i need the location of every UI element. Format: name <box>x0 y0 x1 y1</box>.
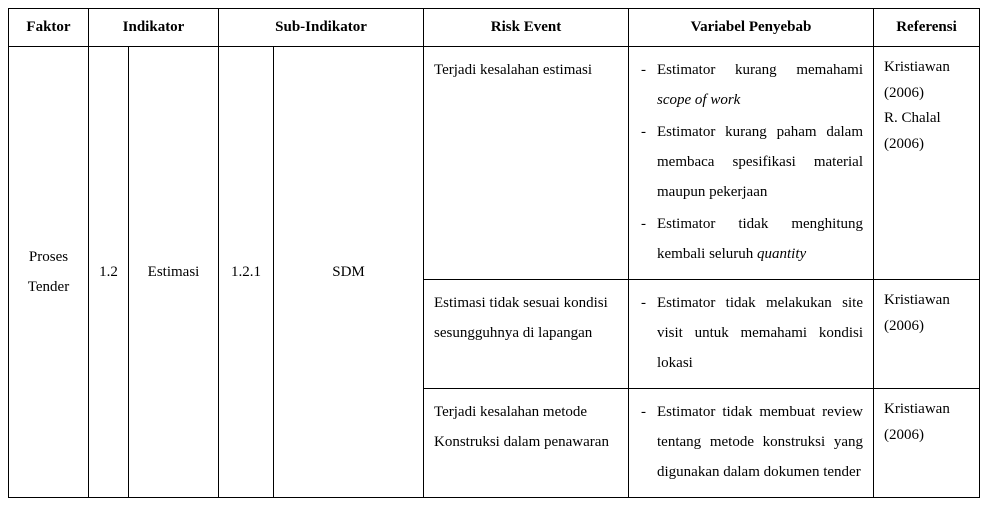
th-variabel: Variabel Penyebab <box>629 9 874 47</box>
header-row: Faktor Indikator Sub-Indikator Risk Even… <box>9 9 980 47</box>
table-row: Proses Tender 1.2 Estimasi 1.2.1 SDM Ter… <box>9 47 980 280</box>
cell-sub-code: 1.2.1 <box>219 47 274 498</box>
cause-item: Estimator tidak membuat review tentang m… <box>639 397 863 487</box>
cell-ref: Kristiawan (2006) <box>874 389 980 498</box>
th-indikator: Indikator <box>89 9 219 47</box>
cell-faktor: Proses Tender <box>9 47 89 498</box>
cell-event: Terjadi kesalahan metode Konstruksi dala… <box>424 389 629 498</box>
cause-list: Estimator kurang memahami scope of workE… <box>639 55 863 269</box>
th-sub-indikator: Sub-Indikator <box>219 9 424 47</box>
cause-list: Estimator tidak membuat review tentang m… <box>639 397 863 487</box>
cause-item: Estimator kurang paham dalam membaca spe… <box>639 117 863 207</box>
cell-event: Terjadi kesalahan estimasi <box>424 47 629 280</box>
th-referensi: Referensi <box>874 9 980 47</box>
cell-event: Estimasi tidak sesuai kondisi sesungguhn… <box>424 280 629 389</box>
cell-ind-name: Estimasi <box>129 47 219 498</box>
risk-table: Faktor Indikator Sub-Indikator Risk Even… <box>8 8 980 498</box>
cause-item: Estimator tidak menghitung kembali selur… <box>639 209 863 269</box>
cell-ref: Kristiawan (2006) <box>874 280 980 389</box>
cause-item: Estimator kurang memahami scope of work <box>639 55 863 115</box>
th-risk-event: Risk Event <box>424 9 629 47</box>
cell-sub-name: SDM <box>274 47 424 498</box>
th-faktor: Faktor <box>9 9 89 47</box>
cell-cause: Estimator tidak melakukan site visit unt… <box>629 280 874 389</box>
cause-list: Estimator tidak melakukan site visit unt… <box>639 288 863 378</box>
cell-cause: Estimator tidak membuat review tentang m… <box>629 389 874 498</box>
cell-ind-code: 1.2 <box>89 47 129 498</box>
table-body: Proses Tender 1.2 Estimasi 1.2.1 SDM Ter… <box>9 47 980 498</box>
cell-ref: Kristiawan (2006)R. Chalal (2006) <box>874 47 980 280</box>
cell-cause: Estimator kurang memahami scope of workE… <box>629 47 874 280</box>
cause-item: Estimator tidak melakukan site visit unt… <box>639 288 863 378</box>
